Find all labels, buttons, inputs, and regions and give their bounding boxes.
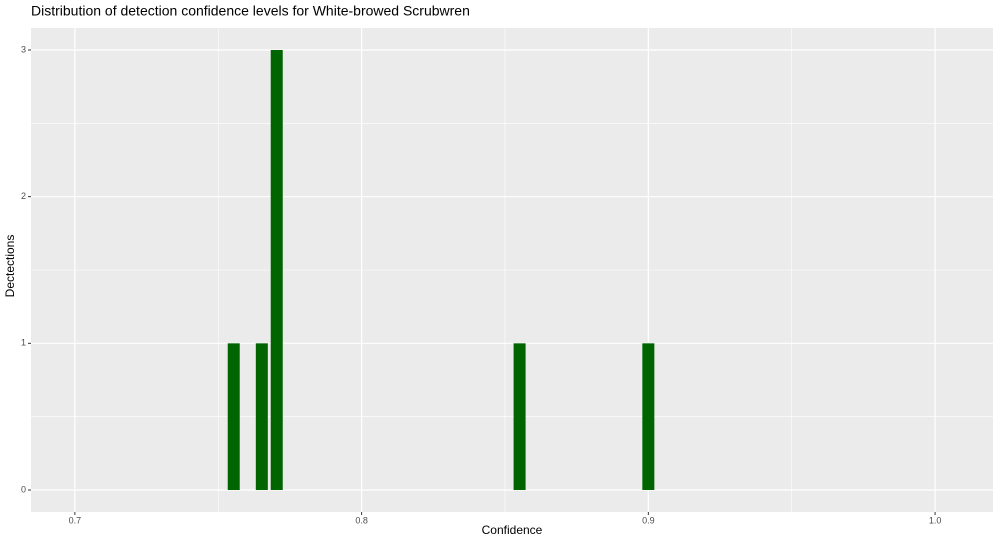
y-tick-label: 1 — [21, 338, 26, 348]
x-tick-label: 0.9 — [642, 515, 655, 525]
bar — [227, 343, 240, 490]
x-tick-label: 0.7 — [69, 515, 82, 525]
y-tick-label: 0 — [21, 484, 26, 494]
chart-title: Distribution of detection confidence lev… — [31, 3, 470, 19]
y-tick-label: 3 — [21, 44, 26, 54]
y-tick-label: 2 — [21, 191, 26, 201]
bar — [513, 343, 526, 490]
bar — [642, 343, 655, 490]
x-tick-label: 1.0 — [929, 515, 942, 525]
x-tick-label: 0.8 — [355, 515, 368, 525]
x-axis-label: Confidence — [482, 523, 543, 537]
y-axis-label: Dectections — [3, 235, 17, 298]
bar — [270, 50, 283, 490]
bar — [255, 343, 268, 490]
